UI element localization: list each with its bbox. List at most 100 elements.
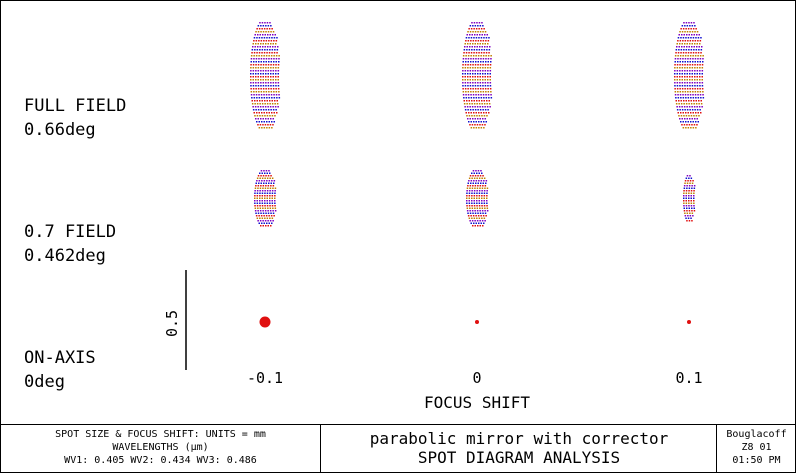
spot-point <box>254 202 256 204</box>
spot-point <box>685 127 687 129</box>
spot-point <box>266 37 268 39</box>
spot-point <box>466 192 468 194</box>
spot-point <box>474 82 477 84</box>
spot-point <box>264 100 266 102</box>
spot-point <box>479 73 481 75</box>
spot-point <box>258 37 261 39</box>
spot-point <box>696 76 698 78</box>
spot-point <box>680 28 682 30</box>
spot-point <box>469 70 472 72</box>
spot-point <box>264 207 267 209</box>
spot-point <box>267 109 270 111</box>
spot-point <box>273 180 276 182</box>
spot-point <box>274 197 276 199</box>
spot-point <box>696 88 699 90</box>
spot-point <box>676 79 678 81</box>
spot-point <box>689 79 691 81</box>
spot-point <box>697 55 699 57</box>
spot-point <box>471 106 474 108</box>
spot-point <box>272 88 275 90</box>
spot-point <box>483 195 486 197</box>
spot-point <box>467 85 469 87</box>
spot-point <box>277 82 280 84</box>
spot-point <box>271 28 273 30</box>
spot-point <box>257 118 259 120</box>
spot-point <box>694 67 696 69</box>
spot-point <box>480 170 482 172</box>
spot-point <box>264 22 266 24</box>
spot-point <box>466 46 468 48</box>
spot-point <box>250 82 252 84</box>
spot-point <box>270 215 273 217</box>
spot-point <box>696 109 699 111</box>
spot-point <box>254 187 257 189</box>
spot-point <box>469 88 472 90</box>
spot-point <box>266 195 269 197</box>
spot-point <box>478 200 480 202</box>
spot-point <box>471 115 473 117</box>
spot-point <box>267 46 269 48</box>
spot-point <box>691 124 693 126</box>
spot-point <box>270 91 273 93</box>
spot-point <box>477 79 479 81</box>
spot-point <box>265 94 268 96</box>
spot-point <box>257 43 259 45</box>
spot-point <box>487 94 490 96</box>
spot-point <box>482 67 484 69</box>
spot-point <box>485 94 487 96</box>
spot-point <box>693 202 695 204</box>
spot-point <box>271 192 274 194</box>
spot-point <box>274 49 276 51</box>
spot-point <box>274 200 276 202</box>
spot-point <box>685 121 687 123</box>
spot-point <box>481 187 484 189</box>
spot-point <box>476 210 479 212</box>
spot-point <box>467 43 469 45</box>
spot-point <box>265 170 268 172</box>
spot-point <box>271 205 274 207</box>
spot-point <box>479 175 482 177</box>
spot-point <box>686 220 688 222</box>
spot-point <box>691 25 694 27</box>
spot-point <box>471 190 473 192</box>
spot-point <box>267 79 269 81</box>
spot-point <box>482 82 484 84</box>
spot-point <box>469 73 471 75</box>
spot-point <box>265 31 267 33</box>
spot-point <box>270 88 272 90</box>
spot-point <box>679 94 682 96</box>
spot-point <box>684 43 686 45</box>
spot-point <box>269 202 271 204</box>
spot-point <box>262 64 265 66</box>
spot-point <box>253 61 255 63</box>
spot-point <box>690 28 692 30</box>
spot-point <box>485 91 487 93</box>
spot-point <box>477 64 479 66</box>
spot-point <box>484 85 487 87</box>
spot-point <box>462 64 464 66</box>
spot-point <box>476 187 479 189</box>
spot-point <box>473 28 475 30</box>
spot-point <box>470 97 473 99</box>
spot-point <box>267 25 270 27</box>
spot-point <box>469 118 471 120</box>
spot-point <box>680 100 682 102</box>
spot-point <box>271 127 273 129</box>
spot-point <box>700 37 702 39</box>
spot-point <box>483 52 485 54</box>
spot-point <box>485 37 488 39</box>
spot-point <box>692 180 694 182</box>
spot-point <box>268 58 270 60</box>
spot-point <box>471 187 474 189</box>
spot-point <box>469 76 471 78</box>
spot-point <box>690 195 692 197</box>
spot-point <box>264 217 266 219</box>
spot-point <box>478 180 480 182</box>
focus-shift-tick: 0.1 <box>675 369 703 387</box>
spot-point <box>475 170 477 172</box>
spot-point <box>686 76 688 78</box>
spot-point <box>488 112 490 114</box>
spot-point <box>265 79 267 81</box>
spot-point <box>259 187 262 189</box>
spot-point <box>677 97 680 99</box>
